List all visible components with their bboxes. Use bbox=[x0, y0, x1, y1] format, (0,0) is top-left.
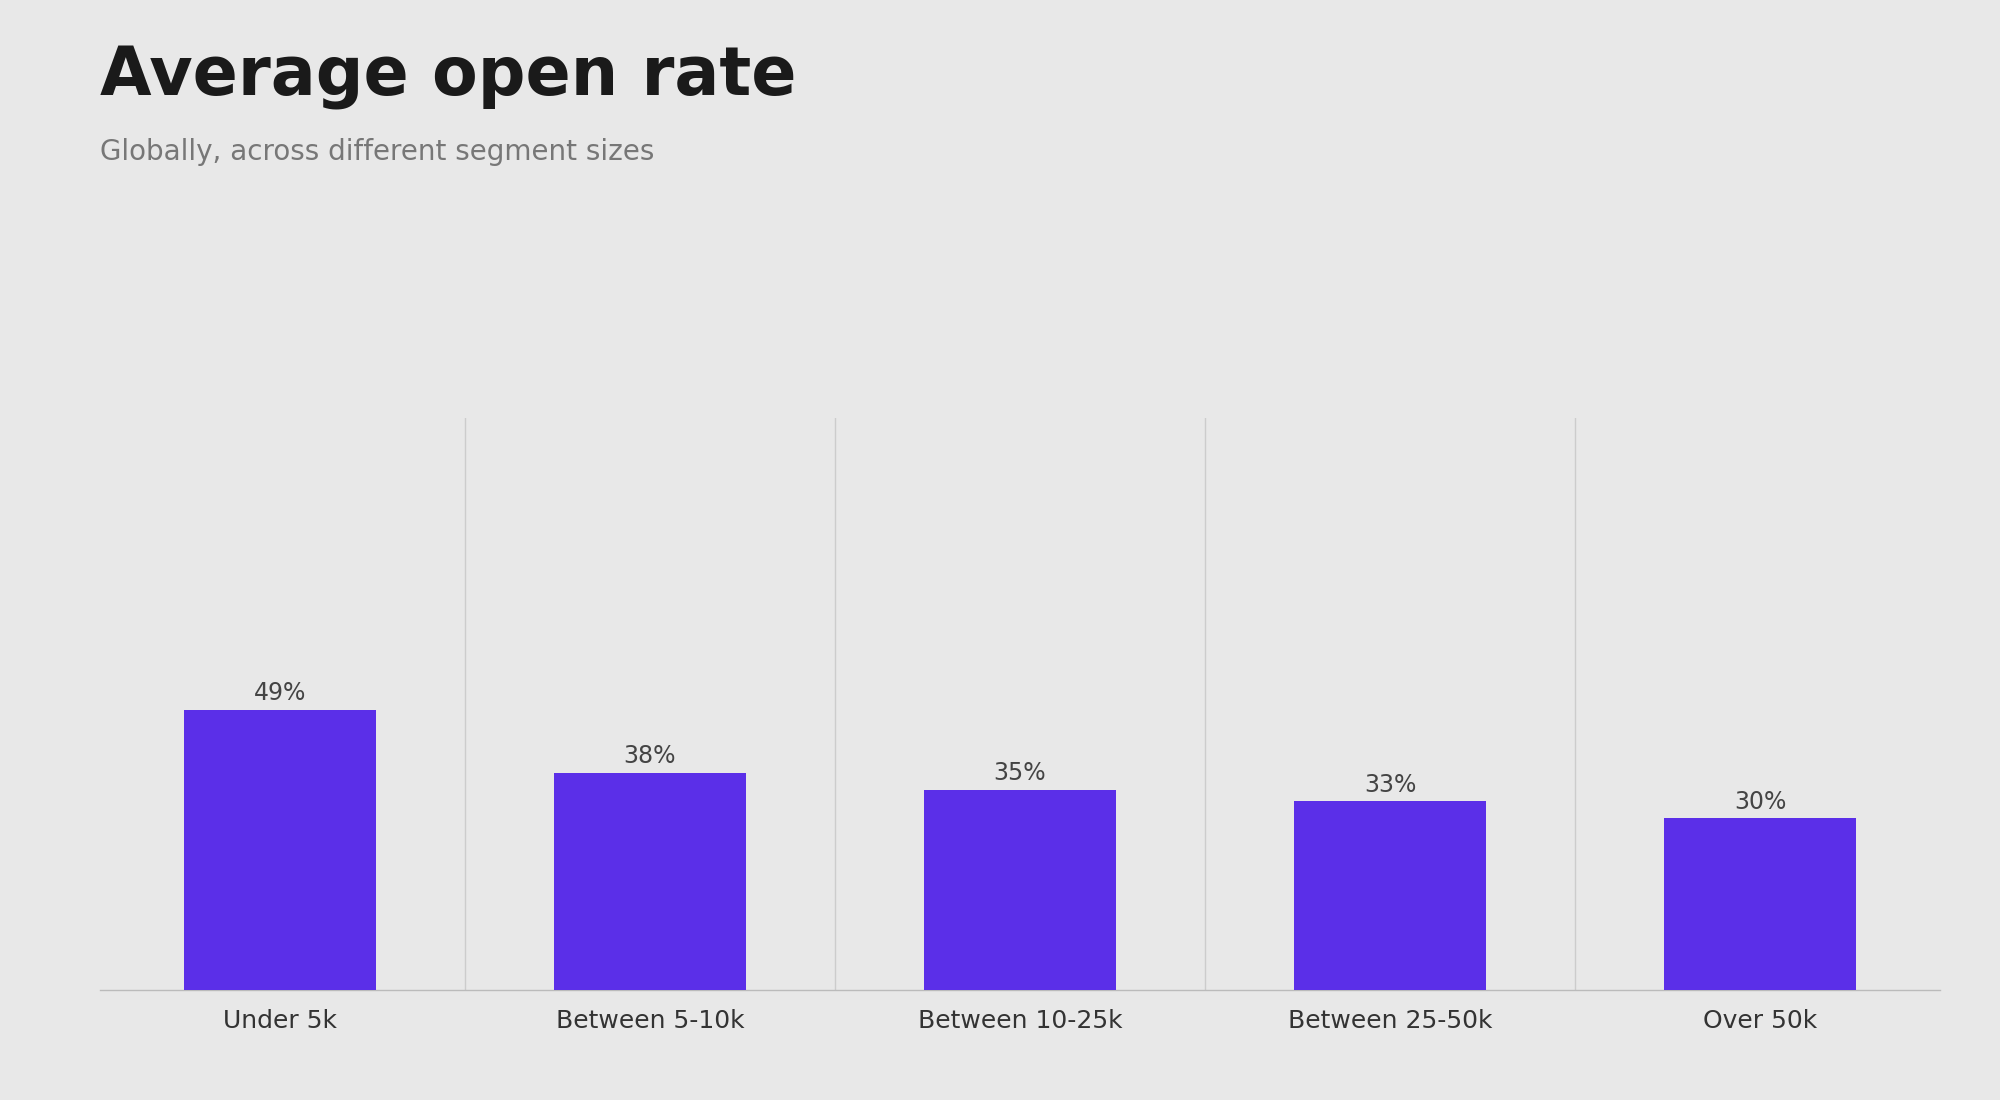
Bar bbox=[924, 790, 1116, 990]
Bar bbox=[1664, 818, 1856, 990]
Text: 35%: 35% bbox=[994, 761, 1046, 785]
Text: Globally, across different segment sizes: Globally, across different segment sizes bbox=[100, 138, 654, 165]
Bar bbox=[184, 710, 376, 990]
Text: 33%: 33% bbox=[1364, 772, 1416, 796]
Text: 49%: 49% bbox=[254, 681, 306, 705]
Text: 38%: 38% bbox=[624, 744, 676, 768]
Bar bbox=[1294, 801, 1486, 990]
Bar bbox=[554, 772, 746, 990]
Text: 30%: 30% bbox=[1734, 790, 1786, 814]
Text: Average open rate: Average open rate bbox=[100, 44, 796, 110]
